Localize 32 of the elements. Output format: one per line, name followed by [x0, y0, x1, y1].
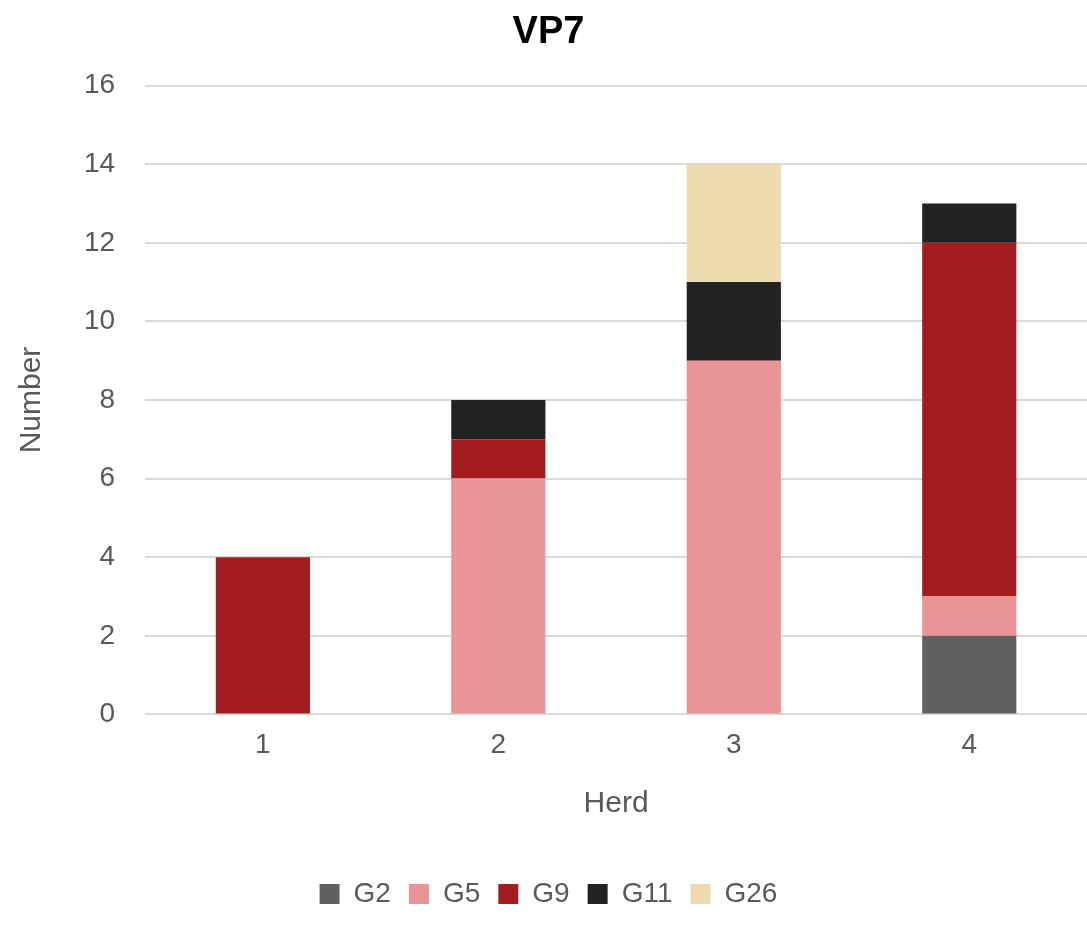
bar	[451, 439, 546, 479]
y-tick-label: 10	[83, 304, 116, 336]
y-axis-title: Number	[13, 346, 47, 454]
bar	[215, 557, 310, 714]
x-axis-title: Herd	[583, 785, 649, 819]
bar	[686, 360, 781, 714]
y-tick-label: 2	[99, 618, 116, 650]
x-tick-label: 3	[726, 727, 742, 759]
y-tick-label: 6	[99, 461, 116, 493]
x-tick-label: 4	[961, 727, 978, 759]
bar	[922, 596, 1017, 636]
bar	[686, 164, 781, 283]
bar	[686, 282, 781, 361]
y-tick-label: 16	[83, 68, 116, 100]
y-tick-label: 8	[99, 382, 116, 414]
legend-label: G5	[442, 876, 481, 908]
y-tick-label: 0	[99, 697, 116, 729]
legend-label: G9	[532, 876, 570, 908]
y-tick-label: 12	[83, 225, 116, 257]
legend-label: G2	[353, 876, 391, 908]
bar	[451, 400, 546, 440]
y-tick-label: 14	[83, 146, 116, 178]
legend-label: G26	[724, 876, 778, 908]
x-tick-label: 1	[255, 727, 271, 759]
bar	[451, 478, 546, 714]
bar	[922, 635, 1017, 714]
chart-title: VP7	[512, 9, 585, 52]
bar	[922, 203, 1017, 243]
bar	[922, 242, 1017, 597]
x-tick-label: 2	[490, 727, 507, 759]
y-tick-label: 4	[99, 539, 116, 571]
legend-label: G11	[621, 876, 673, 908]
